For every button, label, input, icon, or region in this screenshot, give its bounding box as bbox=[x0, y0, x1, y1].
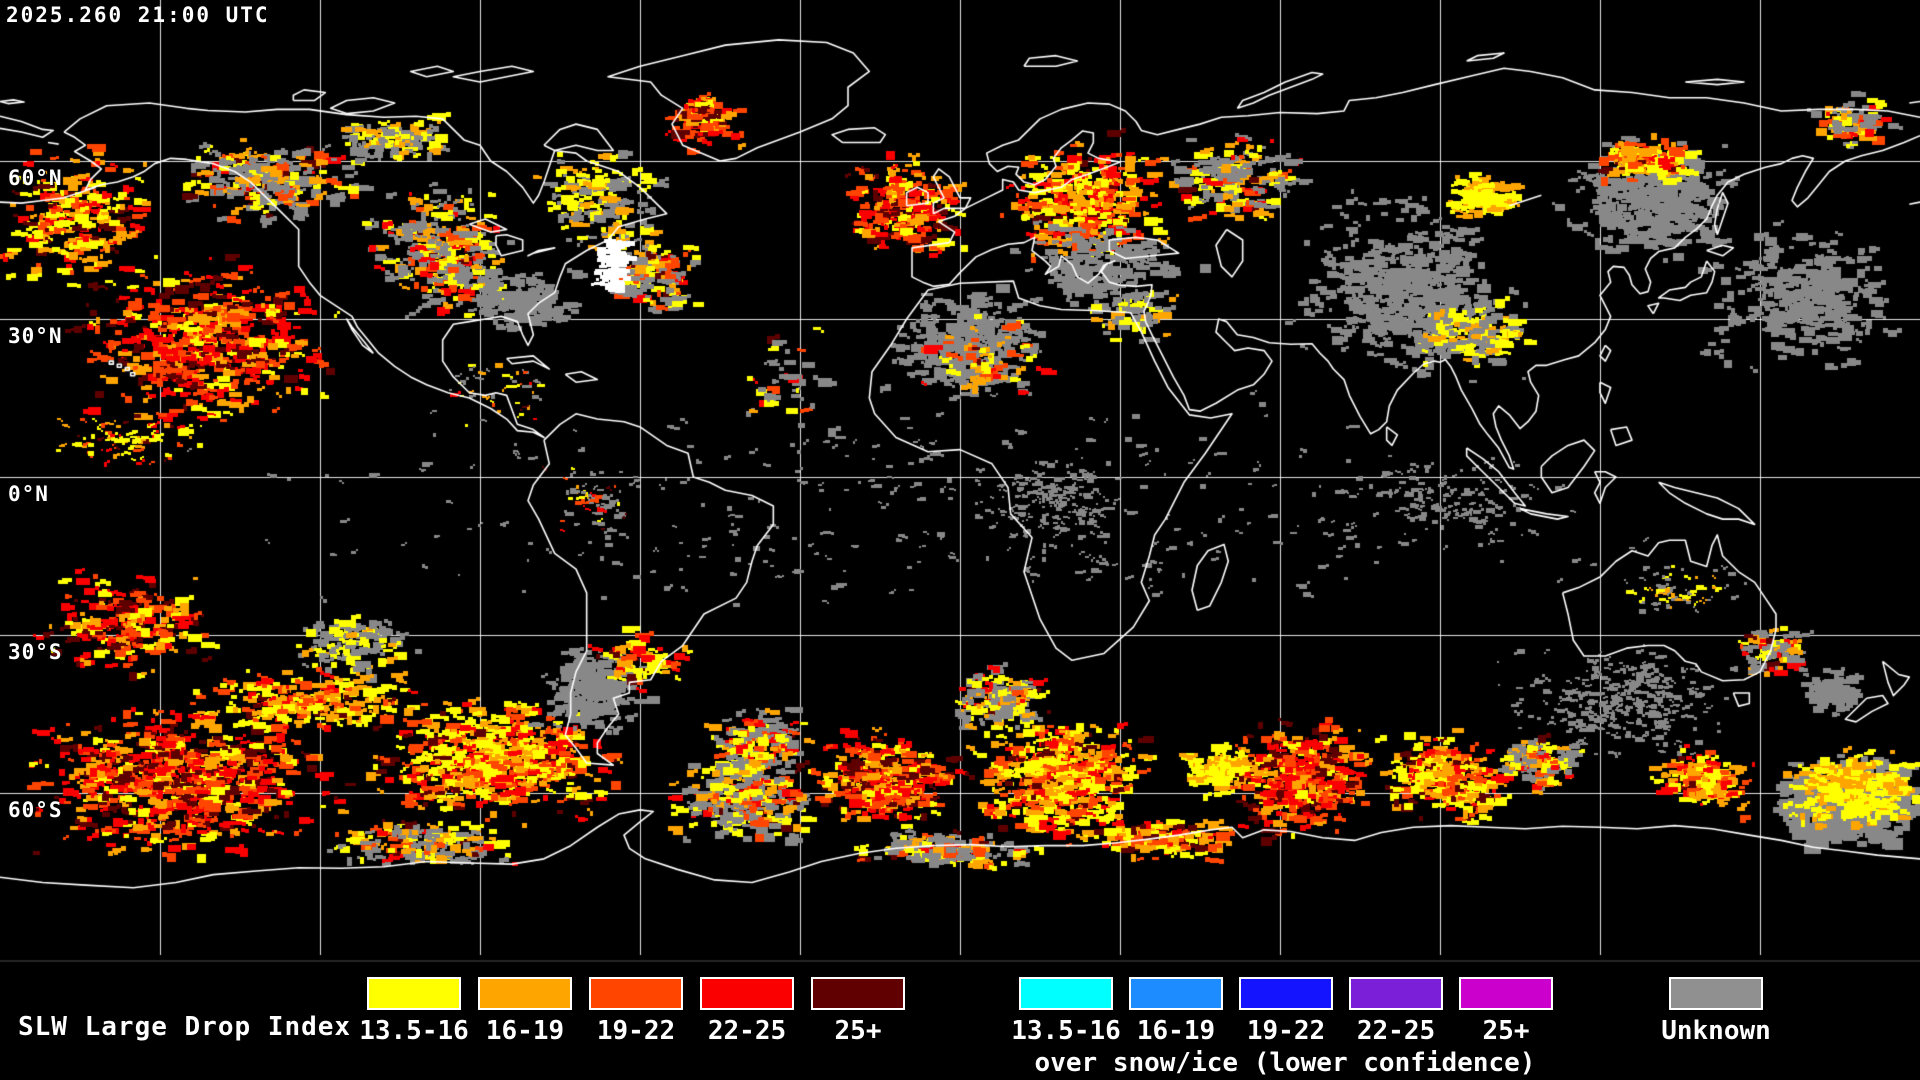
legend-swatch bbox=[1459, 977, 1553, 1010]
legend-item-25+: 25+ bbox=[1459, 977, 1553, 1046]
legend-item-16-19: 16-19 bbox=[1129, 977, 1223, 1046]
legend-swatch bbox=[589, 977, 683, 1010]
legend-range-label: Unknown bbox=[1661, 1016, 1771, 1046]
timestamp-label: 2025.260 21:00 UTC bbox=[6, 3, 270, 27]
legend-swatch bbox=[1669, 977, 1763, 1010]
lat-label-30n: 30°N bbox=[8, 324, 63, 348]
legend-swatch bbox=[367, 977, 461, 1010]
lat-label-60n: 60°N bbox=[8, 166, 63, 190]
legend-range-label: 19-22 bbox=[596, 1016, 676, 1046]
legend-swatch bbox=[1239, 977, 1333, 1010]
legend-item-16-19: 16-19 bbox=[478, 977, 572, 1046]
legend-group-unknown: Unknown bbox=[1661, 977, 1771, 1046]
lat-label-30s: 30°S bbox=[8, 640, 63, 664]
legend-range-label: 16-19 bbox=[485, 1016, 565, 1046]
legend-title: SLW Large Drop Index bbox=[18, 1012, 352, 1042]
legend-item-13.5-16: 13.5-16 bbox=[1011, 977, 1121, 1046]
legend-item-unknown: Unknown bbox=[1661, 977, 1771, 1046]
legend-swatch bbox=[700, 977, 794, 1010]
legend-range-label: 13.5-16 bbox=[359, 1016, 469, 1046]
legend-group-snow-ice: 13.5-16 16-19 19-22 22-25 25+ bbox=[1011, 977, 1553, 1046]
legend-item-19-22: 19-22 bbox=[1239, 977, 1333, 1046]
legend-item-22-25: 22-25 bbox=[700, 977, 794, 1046]
legend-range-label: 22-25 bbox=[1356, 1016, 1436, 1046]
lat-label-0n: 0°N bbox=[8, 482, 49, 506]
legend-swatch bbox=[1129, 977, 1223, 1010]
legend-item-25+: 25+ bbox=[811, 977, 905, 1046]
legend-item-19-22: 19-22 bbox=[589, 977, 683, 1046]
legend-swatch bbox=[1349, 977, 1443, 1010]
legend-snow-ice-note: over snow/ice (lower confidence) bbox=[1034, 1048, 1536, 1078]
legend-item-13.5-16: 13.5-16 bbox=[359, 977, 469, 1046]
legend: SLW Large Drop Index 13.5-16 16-19 19-22 22… bbox=[0, 960, 1920, 1080]
legend-range-label: 13.5-16 bbox=[1011, 1016, 1121, 1046]
legend-range-label: 22-25 bbox=[707, 1016, 787, 1046]
legend-range-label: 16-19 bbox=[1136, 1016, 1216, 1046]
legend-item-22-25: 22-25 bbox=[1349, 977, 1443, 1046]
legend-swatch bbox=[811, 977, 905, 1010]
legend-range-label: 25+ bbox=[1482, 1016, 1530, 1046]
legend-group-standard: 13.5-16 16-19 19-22 22-25 25+ bbox=[359, 977, 905, 1046]
lat-label-60s: 60°S bbox=[8, 798, 63, 822]
legend-range-label: 19-22 bbox=[1246, 1016, 1326, 1046]
legend-swatch bbox=[1019, 977, 1113, 1010]
legend-range-label: 25+ bbox=[834, 1016, 882, 1046]
legend-swatch bbox=[478, 977, 572, 1010]
